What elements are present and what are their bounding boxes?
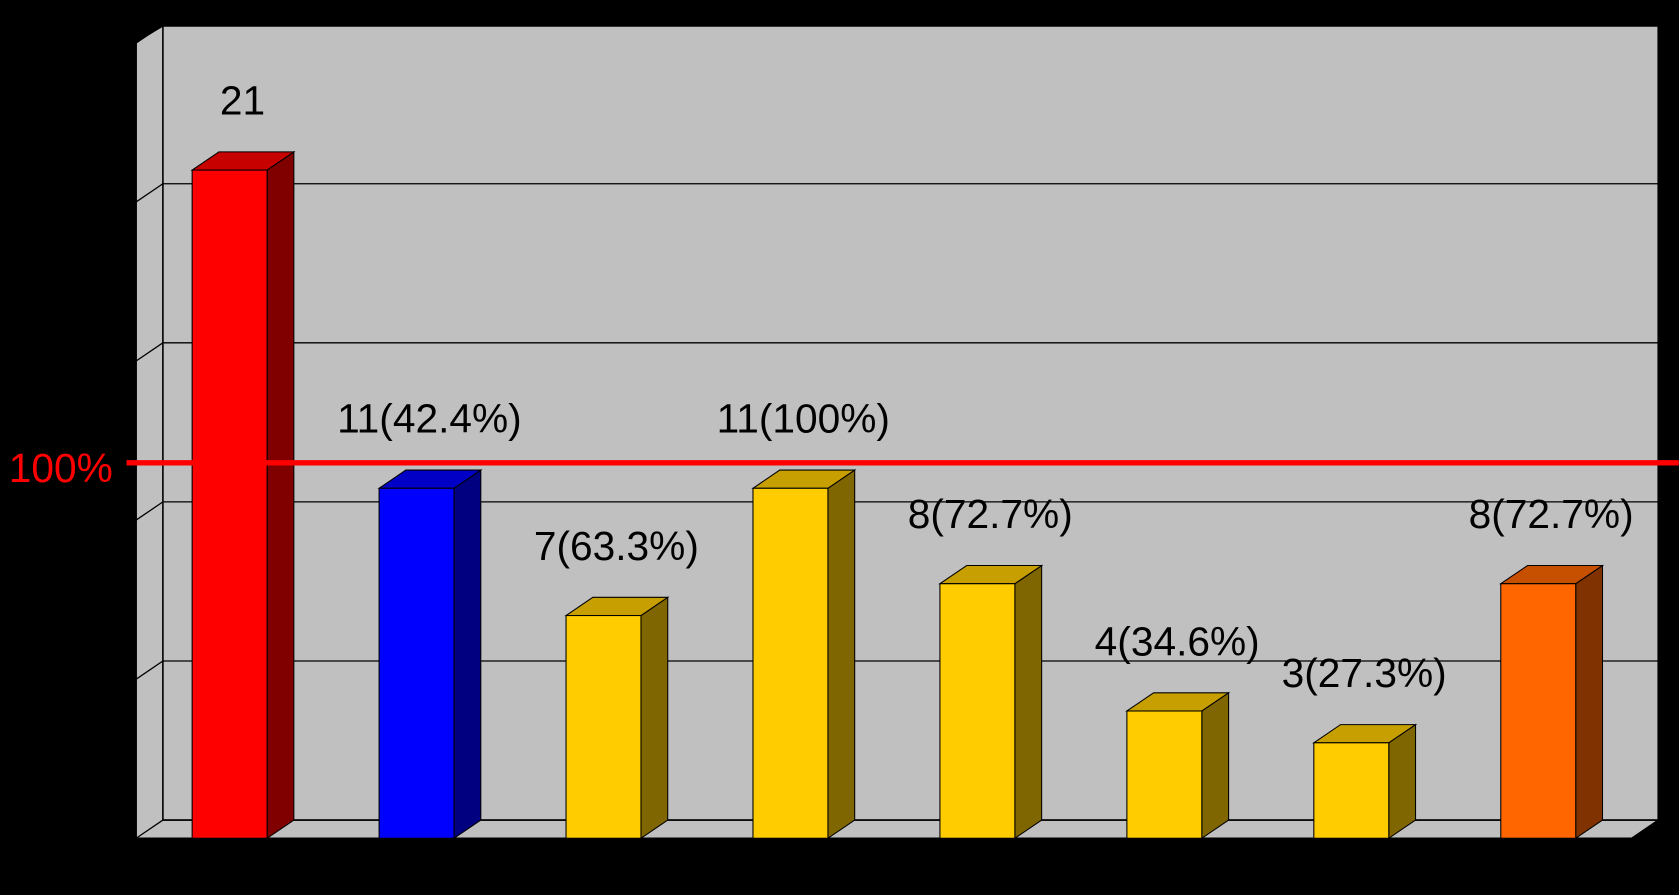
grid <box>125 23 1660 849</box>
labels: 0 5 10 15 20 25 全剖検例 21 CNV感染症 11(42.4%) 3臓器以上 7(63… <box>9 19 1679 876</box>
data-label: 3(27.3%) <box>1282 650 1447 696</box>
grid-line <box>135 342 1659 362</box>
bar-side <box>1014 564 1043 840</box>
bar <box>565 615 642 839</box>
y-tick-label: 5 <box>104 656 124 697</box>
x-tick-label: 死因 <box>1510 845 1566 876</box>
bar <box>1313 742 1390 839</box>
data-label: 21 <box>220 77 265 123</box>
bar-side <box>453 469 482 840</box>
bar <box>939 583 1016 839</box>
x-tick-label: 副腎 <box>950 845 1006 876</box>
data-label: 8(72.7%) <box>1469 491 1634 537</box>
bar <box>752 487 829 839</box>
x-tick-label: 肺 <box>777 845 805 876</box>
bar <box>191 169 268 839</box>
y-tick-label: 20 <box>84 179 124 220</box>
y-tick-label: 0 <box>104 815 124 856</box>
y-tick-label: 15 <box>84 338 124 379</box>
bar-side <box>640 596 669 840</box>
grid-line <box>135 501 1659 521</box>
grid-line <box>135 183 1659 203</box>
x-tick-label: CNV感染症 <box>345 845 487 876</box>
x-tick-label: 小腸 <box>1323 845 1379 876</box>
data-label: 11(100%) <box>717 396 890 442</box>
bars <box>190 150 1605 840</box>
bar-side <box>266 150 295 840</box>
data-label: 4(34.6%) <box>1095 618 1260 664</box>
x-tick-label: 食道 <box>1137 845 1193 876</box>
data-label: 11(42.4%) <box>337 396 522 442</box>
x-tick-label: 全剖検例 <box>173 845 285 876</box>
bar-side <box>1388 723 1417 840</box>
y-tick-label: 25 <box>84 19 124 60</box>
grid-line <box>135 660 1659 680</box>
bar <box>378 487 455 839</box>
bar-side <box>1575 564 1604 840</box>
data-label: 8(72.7%) <box>908 491 1073 537</box>
bar-side <box>1201 691 1230 840</box>
grid-line <box>135 23 1659 44</box>
data-label: 7(63.3%) <box>534 523 699 569</box>
plot-area <box>136 26 1658 839</box>
y-tick-label: 10 <box>84 497 124 538</box>
bar-side <box>827 469 856 840</box>
bar <box>1126 710 1203 839</box>
reference-label: 100% <box>9 445 113 491</box>
x-tick-label: 3臓器以上 <box>540 845 667 876</box>
bar <box>1500 583 1577 839</box>
